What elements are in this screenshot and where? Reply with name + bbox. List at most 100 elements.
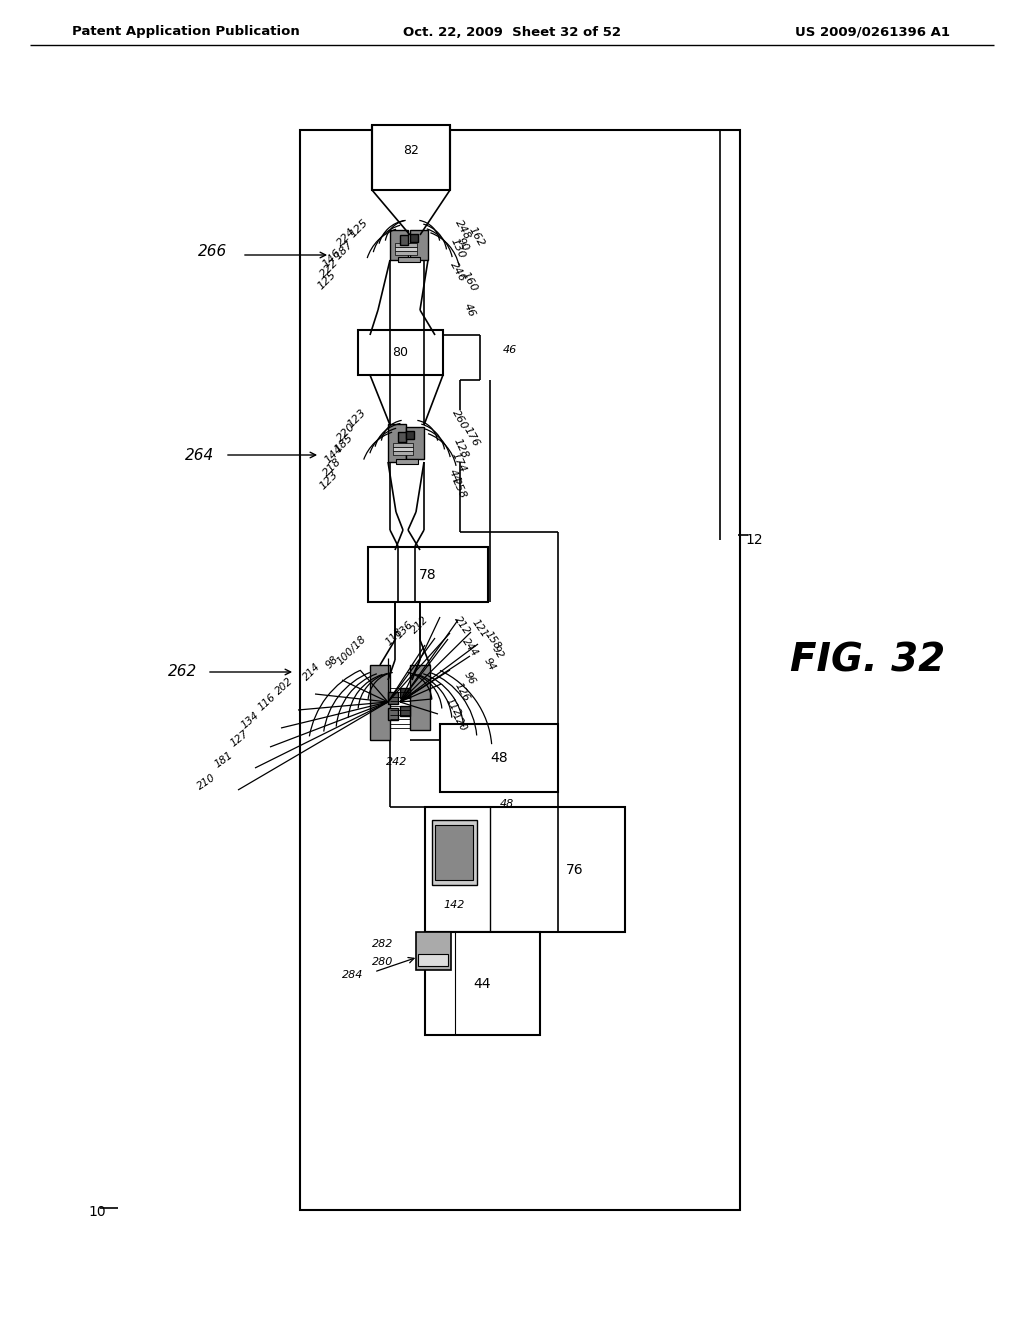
Text: 142: 142: [443, 900, 465, 909]
Bar: [390, 230, 408, 260]
Bar: [400, 688, 410, 698]
Text: Patent Application Publication: Patent Application Publication: [72, 25, 300, 38]
Text: 224: 224: [335, 226, 357, 248]
Text: US 2009/0261396 A1: US 2009/0261396 A1: [795, 25, 950, 38]
Text: 121: 121: [470, 616, 489, 639]
Text: 123: 123: [317, 469, 340, 491]
Text: 136: 136: [394, 619, 415, 640]
Bar: [418, 954, 449, 966]
Text: 262: 262: [168, 664, 198, 680]
Bar: [398, 257, 420, 261]
Bar: [425, 932, 540, 1035]
Text: 144: 144: [323, 444, 345, 465]
Text: 264: 264: [185, 447, 214, 462]
Text: 80: 80: [392, 346, 408, 359]
Text: 126: 126: [453, 681, 472, 704]
Bar: [393, 451, 413, 455]
Text: 90: 90: [455, 236, 471, 253]
Text: 128: 128: [452, 436, 470, 459]
Text: 112: 112: [444, 696, 463, 718]
Bar: [388, 708, 398, 719]
Bar: [435, 825, 473, 880]
Bar: [406, 432, 414, 440]
Bar: [393, 444, 413, 447]
Text: 146: 146: [321, 247, 343, 269]
Text: 244: 244: [460, 636, 479, 657]
Text: 282: 282: [372, 939, 393, 949]
Bar: [368, 546, 488, 602]
Text: 96: 96: [462, 669, 477, 686]
Bar: [370, 665, 390, 741]
Text: 266: 266: [198, 244, 227, 260]
Text: 212: 212: [409, 614, 430, 635]
Text: 248: 248: [453, 218, 472, 242]
Text: 46: 46: [503, 345, 517, 355]
Text: 76: 76: [566, 863, 584, 876]
Text: 127: 127: [228, 729, 250, 748]
Text: 160: 160: [460, 271, 479, 294]
Text: 280: 280: [372, 957, 393, 968]
Text: 158: 158: [483, 630, 503, 651]
Text: 242: 242: [386, 756, 408, 767]
Text: 48: 48: [490, 751, 508, 766]
Text: 246: 246: [449, 260, 467, 284]
Text: 92: 92: [490, 644, 505, 660]
Text: 187: 187: [333, 239, 355, 261]
Bar: [416, 932, 451, 970]
Bar: [388, 424, 406, 462]
Text: 212: 212: [452, 614, 472, 636]
Text: 258: 258: [450, 477, 468, 500]
Text: 46: 46: [462, 301, 477, 318]
Bar: [300, 129, 740, 1210]
Text: 214: 214: [301, 661, 322, 682]
Text: 118: 118: [384, 627, 406, 648]
Text: 44: 44: [473, 977, 490, 991]
Text: 218: 218: [321, 455, 343, 478]
Text: 100/18: 100/18: [335, 634, 368, 667]
Bar: [388, 692, 398, 704]
Text: 123: 123: [346, 407, 368, 429]
Text: 284: 284: [342, 970, 362, 979]
Text: 174: 174: [450, 450, 468, 474]
Bar: [410, 234, 418, 242]
Bar: [425, 807, 625, 932]
Text: 202: 202: [273, 676, 295, 697]
Text: FIG. 32: FIG. 32: [790, 642, 945, 678]
Text: 176: 176: [462, 425, 481, 449]
Text: 125: 125: [348, 216, 370, 239]
Bar: [440, 723, 558, 792]
Bar: [410, 665, 430, 730]
Text: 222: 222: [317, 257, 340, 279]
Bar: [410, 230, 428, 260]
Bar: [358, 330, 443, 375]
Text: 134: 134: [240, 710, 261, 730]
Text: 162: 162: [467, 226, 486, 248]
Text: 120: 120: [450, 711, 469, 733]
Text: 78: 78: [419, 568, 437, 582]
Text: 125: 125: [315, 269, 338, 292]
Text: 98: 98: [324, 653, 340, 671]
Bar: [398, 432, 406, 442]
Text: Oct. 22, 2009  Sheet 32 of 52: Oct. 22, 2009 Sheet 32 of 52: [403, 25, 621, 38]
Bar: [400, 235, 408, 246]
Bar: [395, 251, 417, 255]
Bar: [406, 426, 424, 459]
Text: 220: 220: [335, 421, 357, 444]
Text: 48: 48: [500, 799, 514, 809]
Bar: [395, 243, 417, 247]
Text: 130: 130: [449, 236, 467, 260]
Bar: [372, 125, 450, 190]
Bar: [396, 459, 418, 465]
Text: 181: 181: [213, 750, 234, 770]
Text: 116: 116: [257, 692, 278, 713]
Bar: [393, 447, 413, 451]
Text: 10: 10: [88, 1205, 105, 1218]
Text: 185: 185: [333, 432, 355, 454]
Text: 44: 44: [447, 467, 462, 484]
Text: 210: 210: [196, 772, 218, 792]
Text: 12: 12: [745, 533, 763, 546]
Bar: [395, 247, 417, 251]
Text: 260: 260: [450, 408, 469, 432]
Bar: [432, 820, 477, 884]
Text: 94: 94: [482, 656, 498, 672]
